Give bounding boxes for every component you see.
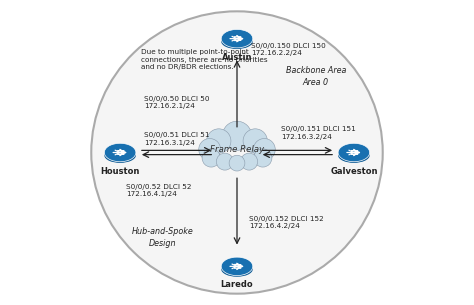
Circle shape (207, 129, 231, 153)
Ellipse shape (338, 143, 370, 162)
Text: S0/0/0.51 DLCI 51
172.16.3.1/24: S0/0/0.51 DLCI 51 172.16.3.1/24 (145, 132, 210, 145)
Circle shape (229, 155, 245, 171)
Ellipse shape (221, 257, 253, 276)
Ellipse shape (221, 29, 253, 48)
Ellipse shape (91, 11, 383, 294)
Circle shape (241, 153, 258, 170)
Text: S0/0/0.152 DLCI 152
172.16.4.2/24: S0/0/0.152 DLCI 152 172.16.4.2/24 (249, 216, 324, 229)
Ellipse shape (221, 262, 253, 277)
Text: Galveston: Galveston (330, 167, 378, 175)
Circle shape (199, 138, 220, 160)
Circle shape (216, 153, 233, 170)
Circle shape (202, 149, 220, 167)
Ellipse shape (221, 34, 253, 49)
Text: S0/0/0.50 DLCI 50
172.16.2.1/24: S0/0/0.50 DLCI 50 172.16.2.1/24 (145, 96, 210, 109)
Text: Houston: Houston (100, 167, 140, 175)
Circle shape (254, 138, 275, 160)
Text: S0/0/0.151 DLCI 151
172.16.3.2/24: S0/0/0.151 DLCI 151 172.16.3.2/24 (281, 126, 356, 139)
Text: S0/0/0.150 DLCI 150
172.16.2.2/24: S0/0/0.150 DLCI 150 172.16.2.2/24 (251, 42, 326, 56)
Ellipse shape (104, 148, 136, 163)
Text: S0/0/0.52 DLCI 52
172.16.4.1/24: S0/0/0.52 DLCI 52 172.16.4.1/24 (126, 184, 191, 197)
Text: Laredo: Laredo (221, 280, 253, 289)
Text: Backbone Area
Area 0: Backbone Area Area 0 (286, 66, 346, 87)
Circle shape (222, 121, 252, 150)
Text: Hub-and-Spoke
Design: Hub-and-Spoke Design (132, 227, 193, 248)
Text: Due to multiple point-to-point
connections, there are no priorities
and no DR/BD: Due to multiple point-to-point connectio… (141, 49, 268, 70)
Ellipse shape (104, 143, 136, 162)
Circle shape (243, 129, 267, 153)
Text: Austin: Austin (222, 53, 252, 62)
Circle shape (254, 149, 272, 167)
Text: Frame Relay: Frame Relay (210, 145, 264, 154)
Ellipse shape (338, 148, 370, 163)
